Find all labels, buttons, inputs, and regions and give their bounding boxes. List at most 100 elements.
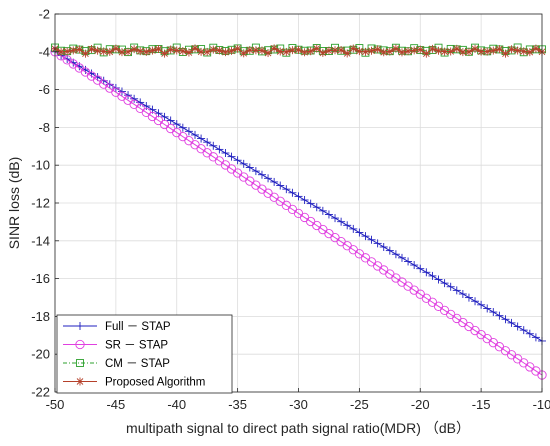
x-tick-label: -10 — [533, 397, 550, 412]
data-point — [440, 279, 449, 288]
x-tick-label: -35 — [228, 397, 247, 412]
data-point — [203, 138, 212, 147]
y-tick-label: -2 — [38, 7, 50, 22]
data-point — [300, 195, 309, 204]
data-point — [160, 112, 169, 121]
data-point — [318, 206, 327, 215]
data-point — [379, 242, 388, 251]
data-point — [489, 46, 498, 55]
data-point — [130, 45, 139, 54]
legend-marker — [76, 359, 84, 367]
data-point — [471, 44, 480, 53]
data-point — [172, 46, 181, 55]
data-point — [191, 130, 200, 139]
data-point — [294, 192, 303, 201]
y-tick-label: -16 — [31, 271, 50, 286]
data-point — [531, 333, 540, 342]
data-point — [166, 45, 175, 54]
data-point — [130, 94, 139, 103]
data-point — [349, 224, 358, 233]
data-point — [495, 311, 504, 320]
data-point — [306, 199, 315, 208]
data-point — [191, 44, 200, 53]
data-point — [483, 304, 492, 313]
data-point — [507, 45, 516, 54]
data-point — [343, 221, 352, 230]
data-point — [251, 167, 260, 176]
data-point — [367, 46, 376, 55]
data-point — [404, 47, 413, 56]
data-point — [124, 91, 133, 100]
data-point — [239, 49, 248, 58]
data-point — [385, 246, 394, 255]
y-tick-label: -14 — [31, 233, 50, 248]
data-point — [331, 214, 340, 223]
series-line — [54, 51, 543, 376]
data-point — [337, 217, 346, 226]
data-point — [525, 329, 534, 338]
y-tick-label: -8 — [38, 120, 50, 135]
x-tick-label: -45 — [106, 397, 125, 412]
data-point — [349, 44, 358, 53]
data-point — [391, 44, 400, 53]
data-point — [264, 174, 273, 183]
data-point — [324, 210, 333, 219]
data-point — [416, 264, 425, 273]
data-point — [519, 47, 528, 56]
data-point — [531, 44, 540, 53]
legend-marker — [76, 322, 84, 330]
x-axis-label: multipath signal to direct path signal r… — [126, 420, 470, 436]
data-point — [458, 289, 467, 298]
y-tick-label: -12 — [31, 196, 50, 211]
data-point — [154, 44, 163, 53]
data-point — [63, 55, 72, 64]
data-point — [221, 48, 230, 57]
data-point — [501, 49, 510, 58]
data-point — [172, 120, 181, 129]
y-tick-label: -22 — [31, 385, 50, 400]
data-point — [373, 239, 382, 248]
data-point — [245, 163, 254, 172]
data-point — [434, 46, 443, 55]
data-point — [428, 271, 437, 280]
legend-label: CM － STAP — [105, 358, 170, 370]
data-point — [410, 46, 419, 55]
data-point — [355, 47, 364, 56]
data-point — [452, 286, 461, 295]
data-point — [489, 308, 498, 317]
data-point — [312, 44, 321, 53]
series-1 — [50, 47, 547, 380]
y-tick-label: -4 — [38, 44, 50, 59]
data-point — [288, 46, 297, 55]
x-tick-label: -50 — [46, 397, 65, 412]
legend-item: CM － STAP — [63, 358, 170, 370]
data-point — [391, 250, 400, 259]
legend: Full － STAP SR － STAP CM － STAP Proposed Al… — [56, 314, 233, 394]
legend-item: Full － STAP — [63, 321, 171, 333]
data-point — [197, 47, 206, 56]
data-point — [63, 47, 72, 56]
data-point — [404, 257, 413, 266]
data-point — [178, 123, 187, 132]
data-point — [251, 46, 260, 55]
data-point — [148, 46, 157, 55]
data-point — [215, 46, 224, 55]
data-point — [184, 48, 193, 57]
data-point — [276, 47, 285, 56]
data-point — [428, 44, 437, 53]
data-point — [166, 116, 175, 125]
y-tick-label: -6 — [38, 82, 50, 97]
data-point — [373, 45, 382, 54]
data-point — [471, 297, 480, 306]
data-point — [124, 47, 133, 56]
data-point — [452, 44, 461, 53]
series-0 — [51, 47, 546, 345]
data-point — [361, 232, 370, 241]
data-point — [422, 268, 431, 277]
legend-marker — [75, 339, 85, 350]
legend-item: SR － STAP — [63, 340, 168, 352]
legend-box — [56, 314, 233, 394]
data-point — [276, 181, 285, 190]
data-point — [385, 47, 394, 56]
